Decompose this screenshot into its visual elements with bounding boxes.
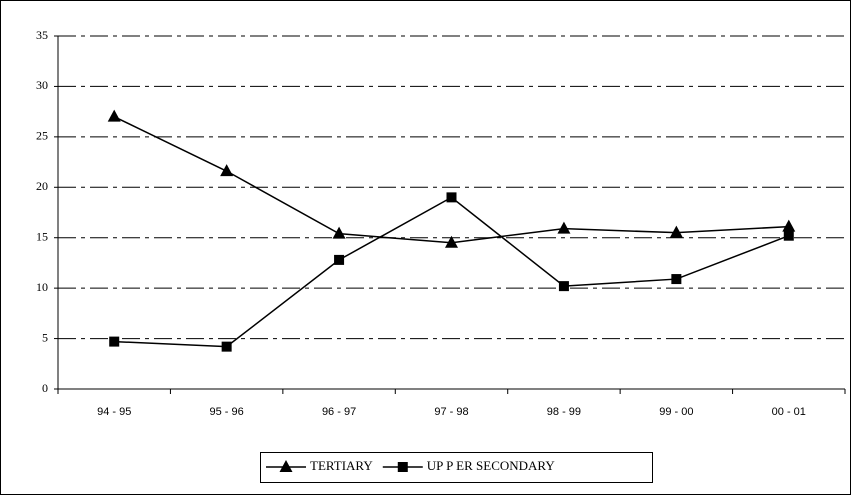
- y-tick-label: 30: [36, 78, 48, 92]
- y-tick-label: 20: [36, 179, 48, 193]
- x-tick-label: 97 - 98: [434, 406, 468, 418]
- x-tick-label: 00 - 01: [772, 406, 806, 418]
- marker: [782, 219, 796, 232]
- legend-label: UP P ER SECONDARY: [427, 458, 556, 473]
- x-tick-label: 98 - 99: [547, 406, 581, 418]
- marker: [109, 336, 120, 347]
- x-tick-label: 99 - 00: [659, 406, 693, 418]
- legend-label: TERTIARY: [310, 458, 373, 473]
- marker: [669, 225, 683, 238]
- x-tick-label: 95 - 96: [210, 406, 244, 418]
- marker: [445, 235, 458, 248]
- y-tick-label: 35: [36, 28, 48, 42]
- marker: [332, 226, 346, 239]
- y-tick-label: 10: [36, 280, 48, 294]
- marker: [558, 281, 569, 292]
- marker: [220, 164, 234, 177]
- y-tick-label: 15: [36, 229, 48, 243]
- marker: [671, 274, 682, 285]
- y-tick-label: 25: [36, 129, 48, 143]
- marker: [446, 192, 457, 203]
- x-tick-label: 96 - 97: [322, 406, 356, 418]
- marker: [783, 230, 794, 241]
- marker: [221, 341, 232, 352]
- marker: [334, 254, 345, 265]
- y-tick-label: 5: [42, 330, 48, 344]
- y-tick-label: 0: [42, 381, 48, 395]
- marker: [107, 109, 121, 122]
- legend-marker: [279, 460, 293, 472]
- legend-box: [260, 452, 653, 483]
- x-tick-label: 94 - 95: [97, 406, 131, 418]
- marker: [557, 221, 571, 234]
- legend-marker: [397, 462, 408, 472]
